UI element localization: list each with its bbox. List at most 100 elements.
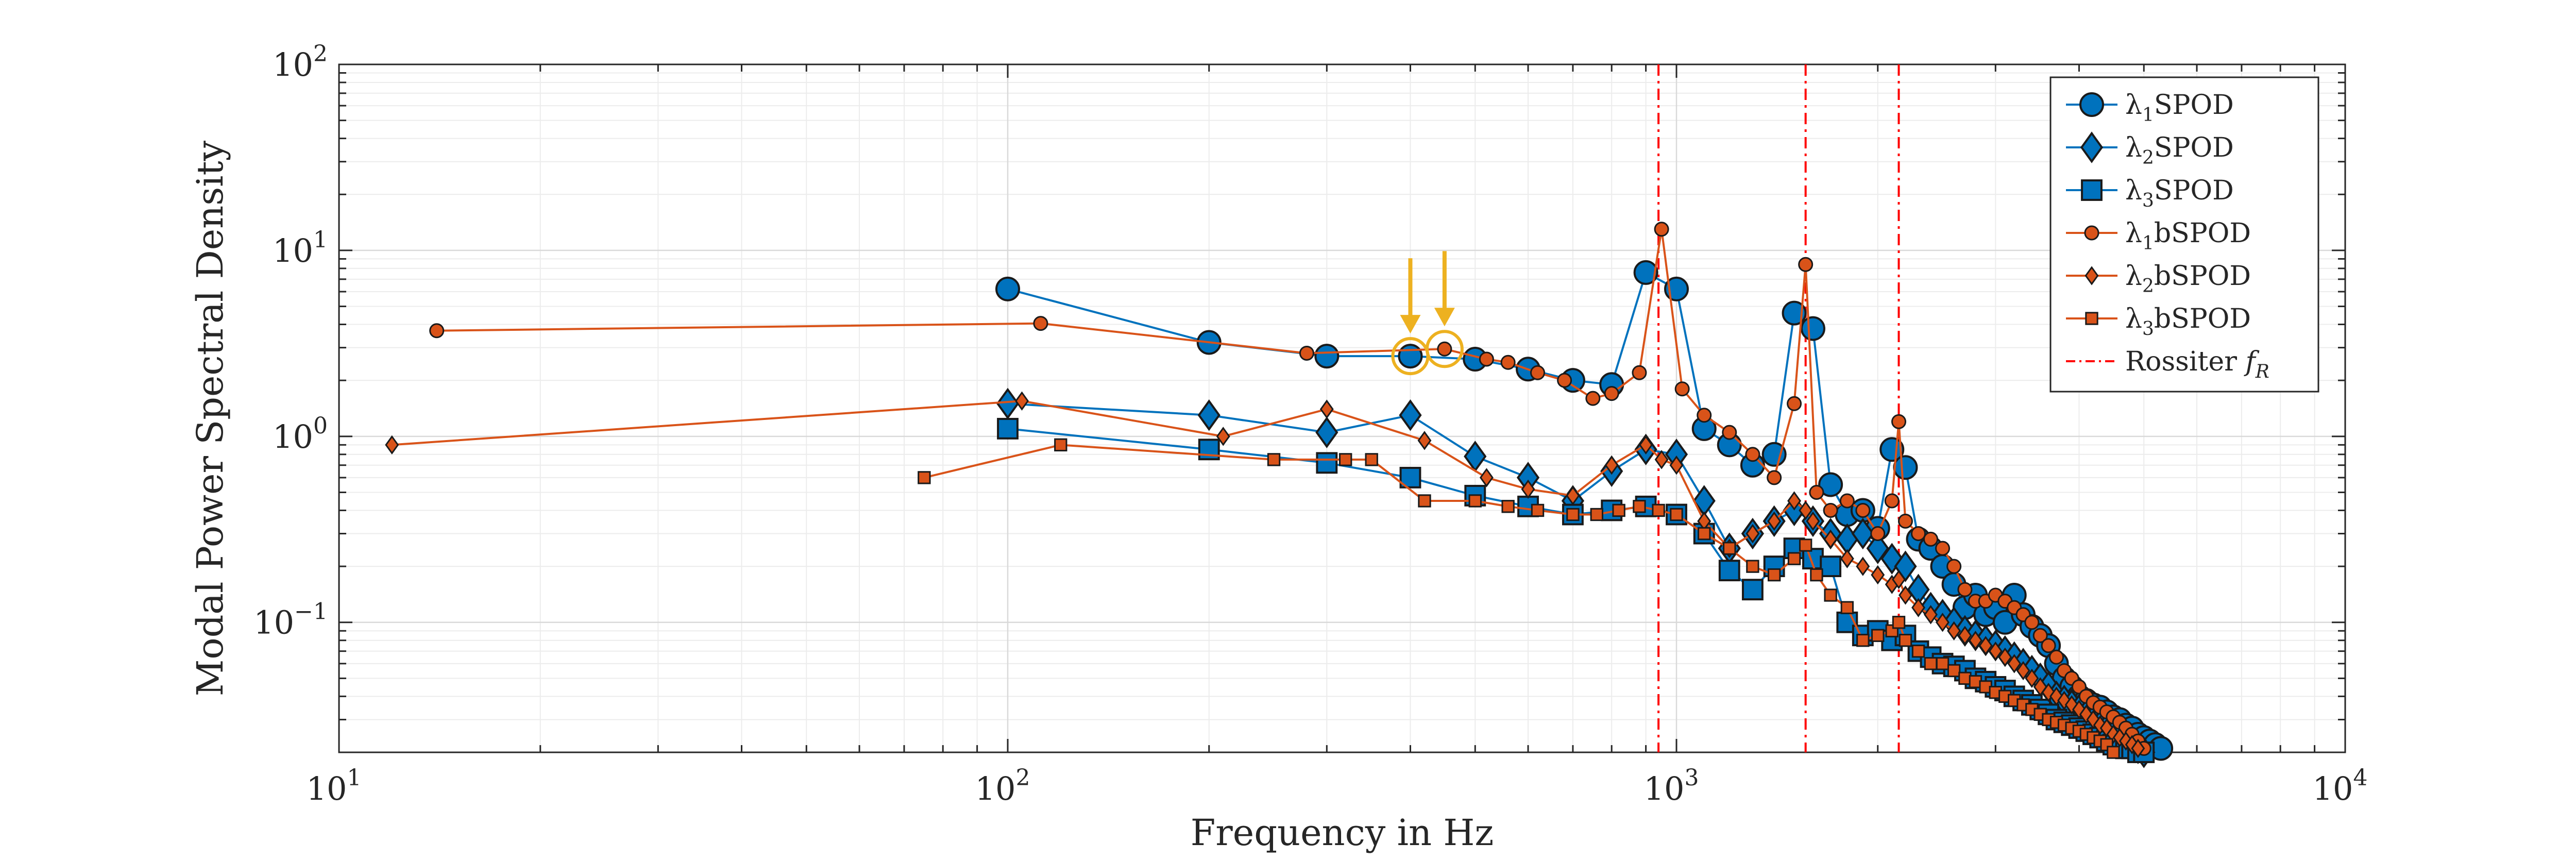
data-point xyxy=(2131,738,2145,759)
x-axis-label: Frequency in Hz xyxy=(1191,812,1494,854)
data-point xyxy=(1935,541,1951,556)
y-axis-label: Modal Power Spectral Density xyxy=(189,140,231,696)
data-point xyxy=(1851,517,1874,550)
data-point xyxy=(1947,621,1961,641)
legend-label: λ2bSPOD xyxy=(2125,261,2251,297)
data-point xyxy=(1639,435,1653,455)
legend-label: λ2SPOD xyxy=(2125,132,2234,169)
data-point xyxy=(1479,351,1494,367)
data-point xyxy=(1787,491,1802,511)
data-point xyxy=(1585,391,1601,406)
data-point xyxy=(1316,452,1338,474)
data-point xyxy=(1722,425,1737,440)
data-point xyxy=(1924,605,1938,625)
data-point xyxy=(1531,503,1545,517)
highlight-annotations xyxy=(1391,251,1464,376)
rossiter-lines xyxy=(1657,64,1900,752)
legend-entry-spod-3: λ3SPOD xyxy=(2066,175,2234,211)
data-point xyxy=(1855,502,1871,518)
data-point xyxy=(1319,399,1334,419)
x-tick-label: 101 xyxy=(307,765,362,807)
data-point xyxy=(1654,450,1669,469)
data-point xyxy=(1216,427,1230,446)
data-point xyxy=(1718,560,1740,582)
data-point xyxy=(997,417,1019,440)
plot-area xyxy=(338,63,2346,753)
data-point xyxy=(1958,626,1972,645)
legend-marker xyxy=(2085,312,2098,325)
data-point xyxy=(1015,391,1029,411)
legend-label: λ3bSPOD xyxy=(2125,304,2251,340)
data-point xyxy=(1315,416,1338,448)
legend-marker xyxy=(2084,225,2099,241)
grid xyxy=(338,63,2346,752)
legend-entry-spod-1: λ1SPOD xyxy=(2066,90,2234,126)
data-point xyxy=(2032,628,2048,643)
data-point xyxy=(1957,582,1973,597)
data-point xyxy=(385,435,399,455)
data-point xyxy=(918,471,931,484)
data-point xyxy=(1604,386,1619,401)
x-tick-labels: 101 102 103 104 xyxy=(307,765,2368,807)
data-point xyxy=(1674,381,1690,397)
data-point xyxy=(1839,493,1855,509)
data-point xyxy=(1767,511,1782,531)
data-point xyxy=(1314,344,1340,369)
series-bspod-2 xyxy=(385,391,2145,759)
data-point xyxy=(996,388,1020,419)
data-point xyxy=(1745,447,1760,462)
y-tick-label: 101 xyxy=(273,227,328,270)
y-tick-label: 100 xyxy=(273,413,328,456)
data-point xyxy=(1899,634,1912,647)
data-point xyxy=(1968,631,1982,650)
data-point xyxy=(1871,629,1885,642)
data-point xyxy=(1590,508,1603,521)
data-point xyxy=(1745,524,1760,544)
data-point xyxy=(1479,468,1494,487)
data-point xyxy=(1468,494,1482,508)
data-point xyxy=(1399,399,1422,431)
data-point xyxy=(1870,526,1886,542)
series-line xyxy=(1007,402,2145,753)
data-point xyxy=(1911,598,1925,617)
data-point xyxy=(1723,542,1736,555)
data-point xyxy=(1417,431,1432,450)
legend-entry-bspod-1: λ1bSPOD xyxy=(2066,218,2251,254)
data-point xyxy=(1866,532,1889,564)
data-point xyxy=(1799,538,1812,552)
data-point xyxy=(1633,500,1646,513)
data-point xyxy=(1978,636,1993,655)
legend-entry-spod-2: λ2SPOD xyxy=(2066,131,2234,169)
data-point xyxy=(1884,493,1900,509)
data-point xyxy=(1899,585,1912,605)
data-point xyxy=(1418,494,1431,508)
data-point xyxy=(1741,579,1764,601)
data-point xyxy=(1787,552,1801,565)
data-point xyxy=(1437,341,1452,357)
data-point xyxy=(1871,565,1885,585)
data-point xyxy=(1809,484,1824,500)
data-point xyxy=(1698,527,1711,541)
data-point xyxy=(1632,365,1647,380)
data-point xyxy=(1633,260,1658,285)
legend-marker xyxy=(2079,92,2104,117)
data-point xyxy=(1787,396,1802,411)
data-point xyxy=(2041,638,2056,653)
data-point xyxy=(1823,502,1838,518)
data-point xyxy=(1824,588,1837,602)
data-point xyxy=(1054,438,1067,452)
data-point xyxy=(1746,560,1759,573)
legend-label: λ1SPOD xyxy=(2125,90,2234,126)
data-point xyxy=(1856,634,1870,647)
data-point xyxy=(1856,557,1870,576)
data-point xyxy=(1911,644,1925,658)
data-point xyxy=(1530,365,1546,380)
data-point xyxy=(995,276,1020,301)
series-line xyxy=(436,229,2145,749)
y-tick-label: 10−1 xyxy=(253,599,328,642)
data-point xyxy=(1299,345,1314,361)
data-point xyxy=(1557,373,1572,388)
data-point xyxy=(2025,668,2039,688)
data-point xyxy=(1197,399,1221,431)
data-point xyxy=(1500,355,1516,370)
